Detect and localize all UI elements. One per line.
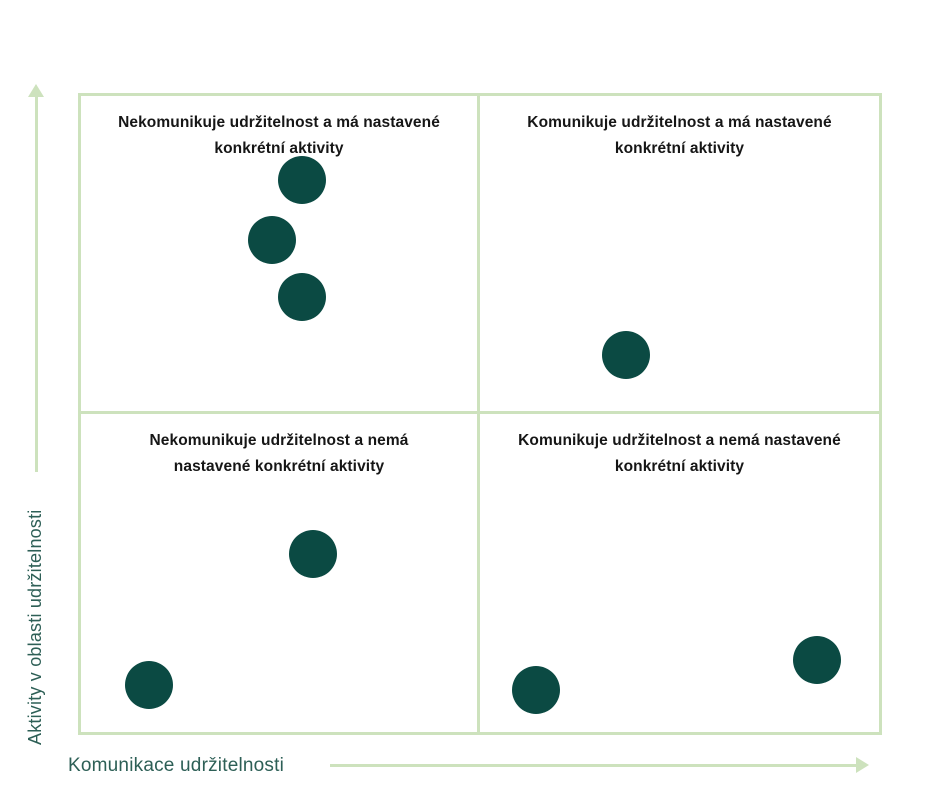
quadrant-top-right: Komunikuje udržitelnost a má nastavené k… xyxy=(480,96,879,414)
y-axis-arrow-icon xyxy=(28,84,44,97)
quadrant-title-top-right: Komunikuje udržitelnost a má nastavené k… xyxy=(527,114,832,157)
quadrant-bottom-right: Komunikuje udržitelnost a nemá nastavené… xyxy=(480,414,879,732)
quadrant-title-bottom-right: Komunikuje udržitelnost a nemá nastavené… xyxy=(518,432,841,475)
x-axis-line xyxy=(330,764,858,767)
quadrant-grid: Nekomunikuje udržitelnost a má nastavené… xyxy=(78,93,882,735)
quadrant-title-bottom-left: Nekomunikuje udržitelnost a nemá nastave… xyxy=(149,432,409,475)
x-axis-arrow-icon xyxy=(856,757,869,773)
x-axis-label: Komunikace udržitelnosti xyxy=(68,755,285,776)
y-axis-line xyxy=(35,94,38,472)
quadrant-top-left: Nekomunikuje udržitelnost a má nastavené… xyxy=(81,96,480,414)
y-axis-label: Aktivity v oblasti udržitelnosti xyxy=(25,509,45,746)
quadrant-bottom-left: Nekomunikuje udržitelnost a nemá nastave… xyxy=(81,414,480,732)
quadrant-title-top-left: Nekomunikuje udržitelnost a má nastavené… xyxy=(118,114,440,157)
quadrant-plot-area: Nekomunikuje udržitelnost a má nastavené… xyxy=(78,93,882,735)
